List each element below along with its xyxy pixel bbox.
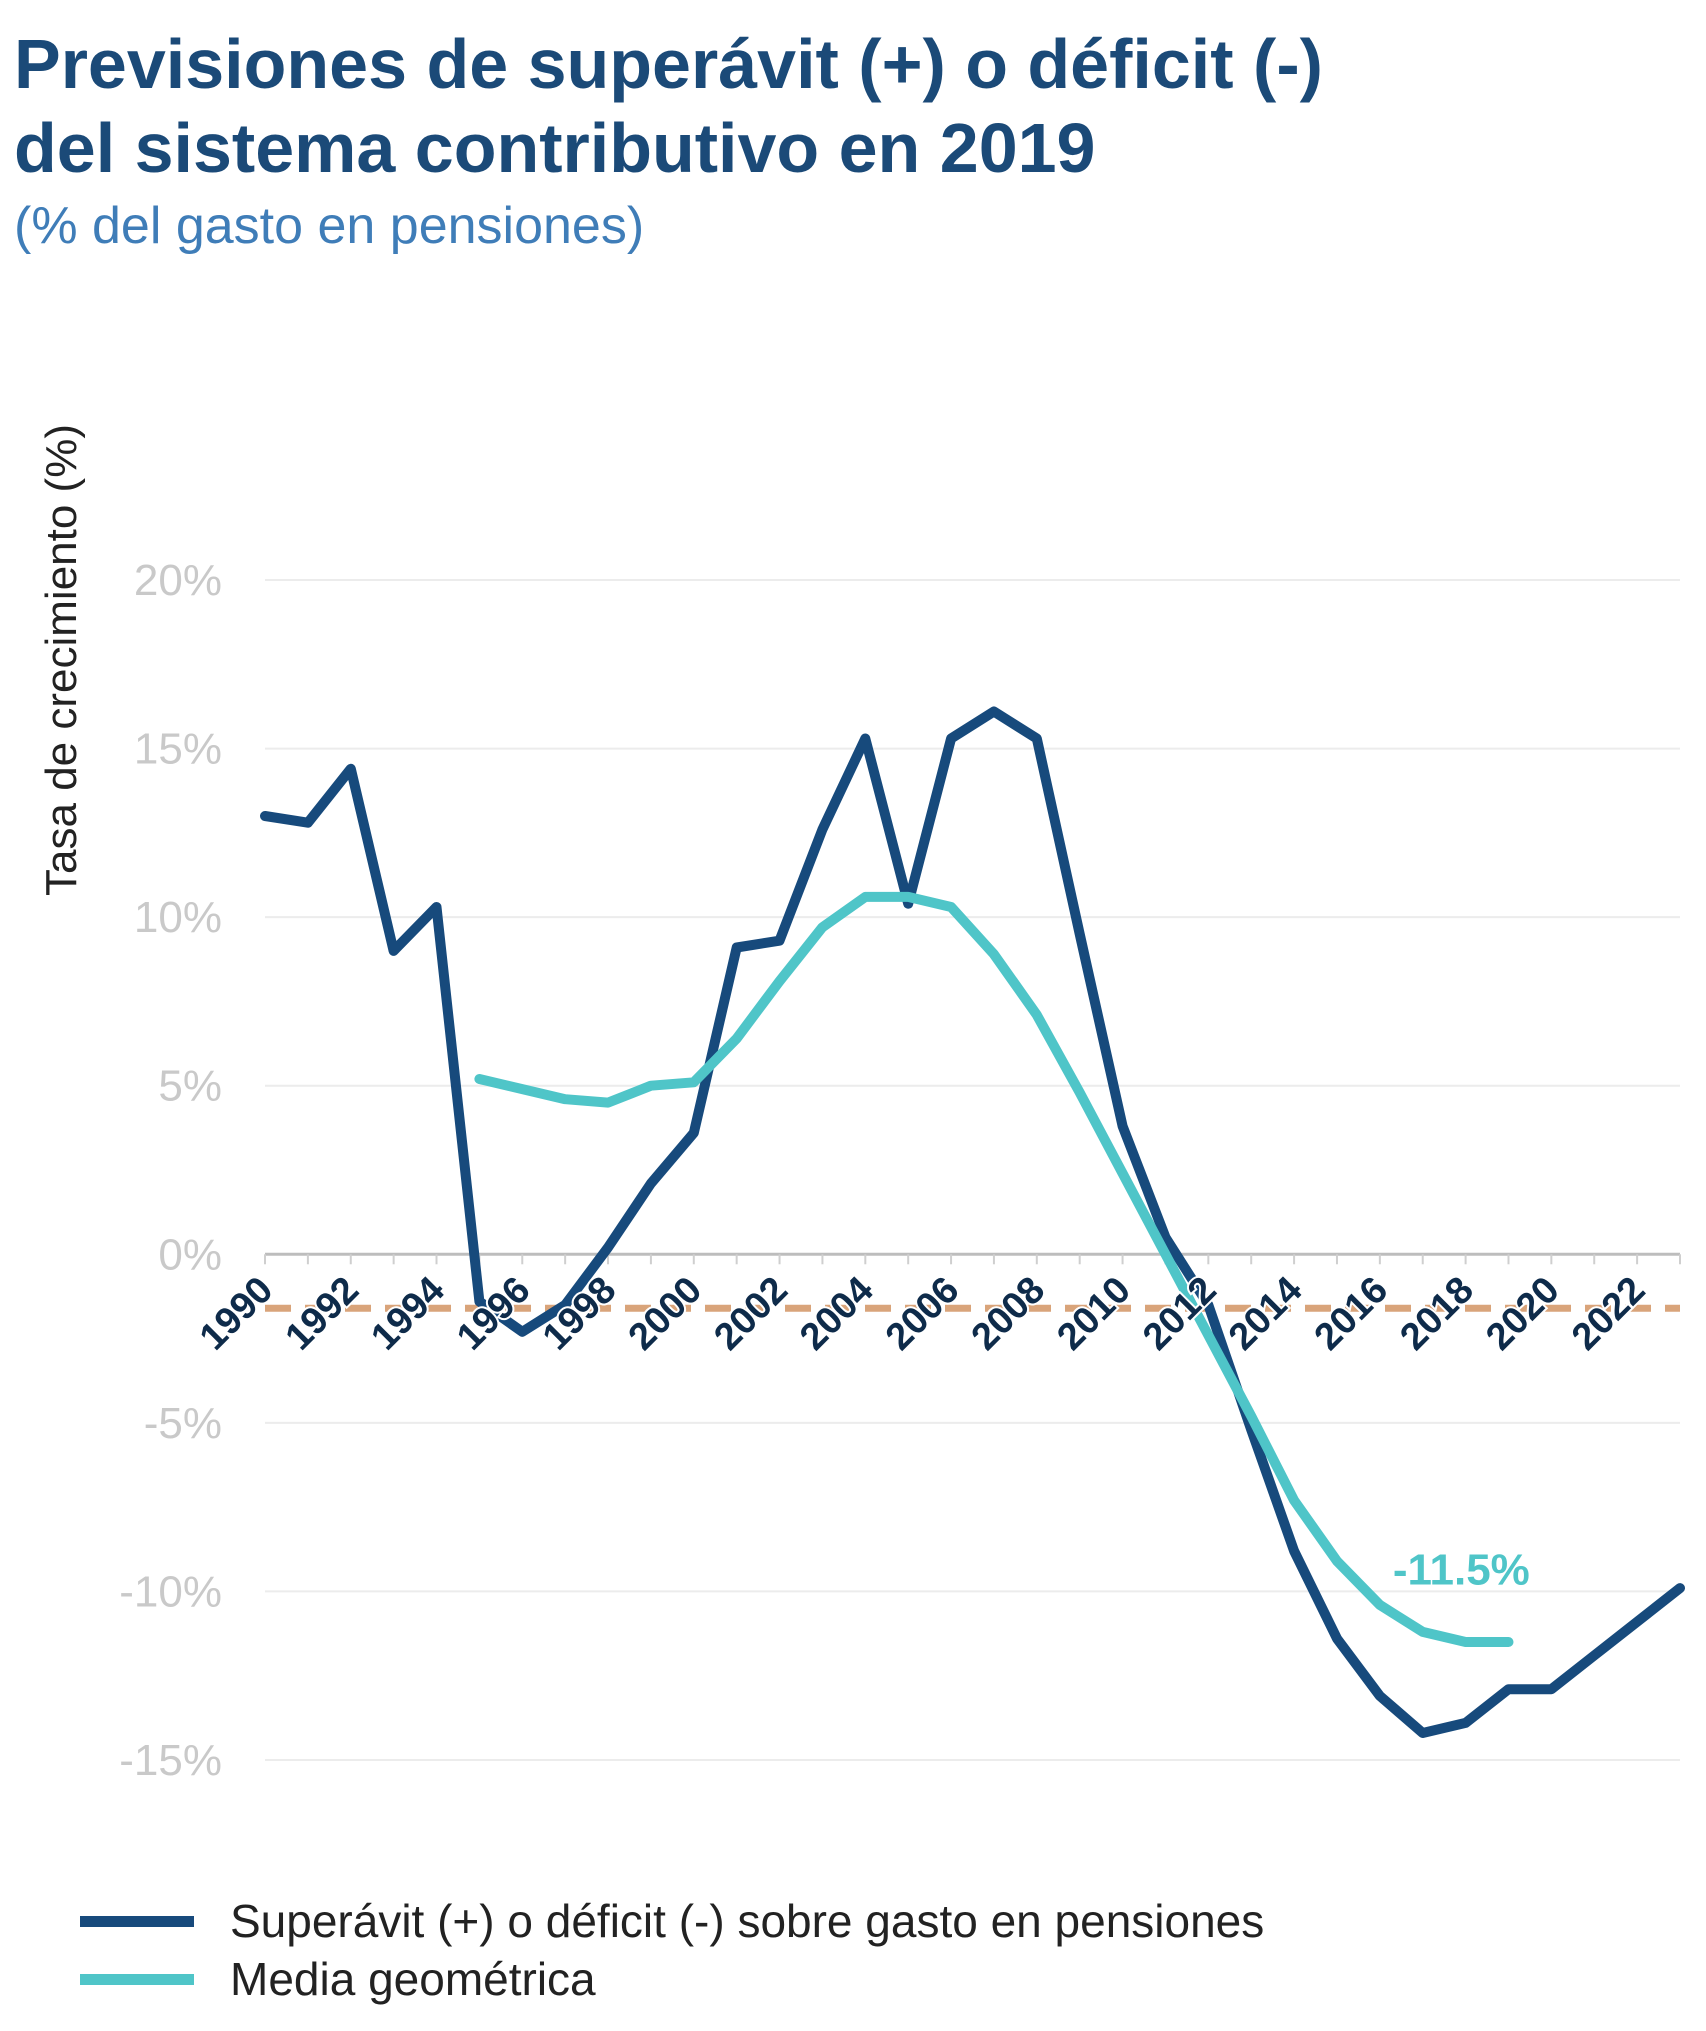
legend-swatch-deficit — [80, 1915, 194, 1927]
series-line-geometric-mean — [474, 891, 1514, 1647]
x-tick-label: 2004 — [792, 1269, 881, 1358]
x-tick-label: 2022 — [1564, 1269, 1653, 1358]
y-tick-label: -15% — [119, 1736, 222, 1785]
x-tick-label: 2018 — [1392, 1269, 1481, 1358]
legend-item-deficit: Superávit (+) o déficit (-) sobre gasto … — [80, 1892, 1264, 1950]
y-axis-tick-labels: 20% 15% 10% 5% 0% -5% -10% -15% — [119, 556, 222, 1785]
y-tick-label: 5% — [158, 1062, 222, 1111]
chart-title-line-1: Previsiones de superávit (+) o déficit (… — [14, 25, 1323, 103]
y-tick-label: 20% — [134, 556, 222, 605]
chart-subtitle: (% del gasto en pensiones) — [14, 197, 645, 255]
x-tick-label: 2016 — [1307, 1269, 1396, 1358]
x-tick-label: 1990 — [192, 1269, 281, 1358]
y-tick-label: 15% — [134, 725, 222, 774]
y-tick-label: 10% — [134, 893, 222, 942]
gridlines — [264, 579, 1681, 1761]
x-tick-label: 2014 — [1221, 1269, 1310, 1358]
legend-label-geometric-mean: Media geométrica — [230, 1953, 596, 2005]
x-tick-label: 1994 — [363, 1269, 452, 1358]
x-axis-tick-labels: 1990199219941996199820002002200420062008… — [190, 1267, 1656, 1360]
annotation-label: -11.5% — [1393, 1546, 1530, 1595]
line-chart: 20% 15% 10% 5% 0% -5% -10% -15% 199019921994199… — [37, 424, 1685, 1785]
x-tick-label: 1992 — [278, 1269, 367, 1358]
chart-title: Previsiones de superávit (+) o déficit (… — [14, 22, 1614, 190]
legend-swatch-geometric-mean — [80, 1973, 194, 1985]
legend-item-geometric-mean: Media geométrica — [80, 1950, 1264, 2008]
x-tick-label: 2010 — [1049, 1269, 1138, 1358]
y-axis-label: Tasa de crecimiento (%) — [37, 424, 86, 896]
y-tick-label: -10% — [119, 1567, 222, 1616]
y-tick-label: -5% — [144, 1399, 222, 1448]
x-tick-label: 1996 — [449, 1269, 538, 1358]
annotations: -11.5% — [1393, 1546, 1530, 1595]
x-tick-label: 2000 — [621, 1269, 710, 1358]
series-line-deficit — [260, 706, 1685, 1738]
x-tick-label: 2006 — [878, 1269, 967, 1358]
legend-label-deficit: Superávit (+) o déficit (-) sobre gasto … — [230, 1895, 1265, 1947]
series-lines — [260, 706, 1685, 1738]
x-tick-label: 2002 — [706, 1269, 795, 1358]
x-tick-label: 2020 — [1478, 1269, 1567, 1358]
x-tick-label: 2008 — [964, 1269, 1053, 1358]
legend: Superávit (+) o déficit (-) sobre gasto … — [80, 1892, 1264, 2008]
y-tick-label: 0% — [158, 1230, 222, 1279]
chart-title-line-2: del sistema contributivo en 2019 — [14, 109, 1096, 187]
